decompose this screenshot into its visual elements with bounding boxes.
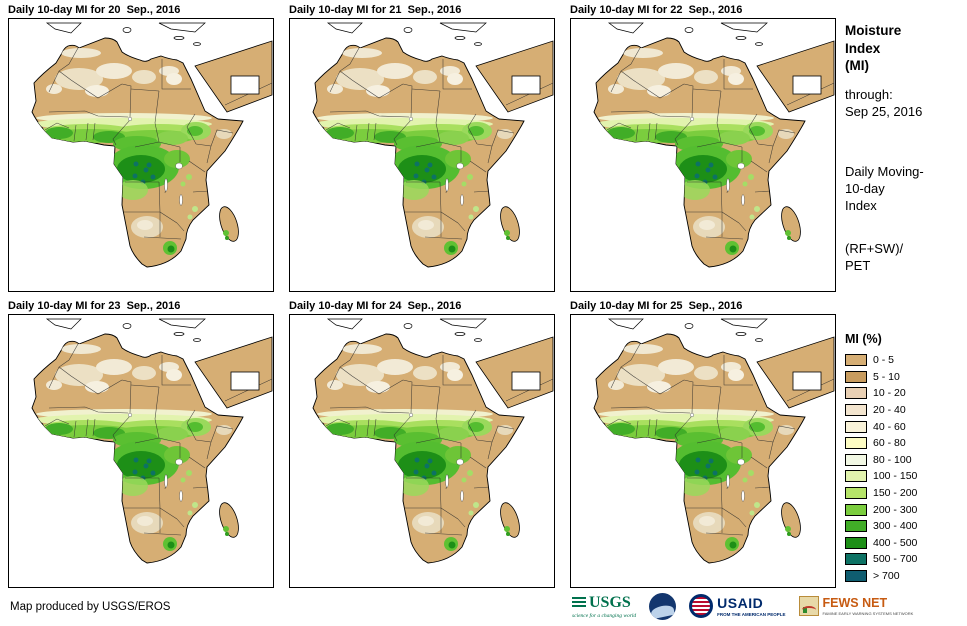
- legend-label: 10 - 20: [873, 387, 906, 400]
- legend-row: 40 - 60: [845, 418, 963, 435]
- usgs-wordmark: USGS: [589, 593, 631, 611]
- legend-label: 400 - 500: [873, 536, 918, 549]
- africa-map: [571, 19, 835, 291]
- map-panel: Daily 10-day MI for 22 Sep., 2016: [570, 4, 851, 300]
- map-panel: Daily 10-day MI for 23 Sep., 2016: [8, 300, 289, 596]
- africa-map-frame: [570, 314, 836, 588]
- sidebar-through: through: Sep 25, 2016: [845, 86, 923, 119]
- africa-map-frame: [570, 18, 836, 292]
- africa-map: [571, 315, 835, 587]
- usgs-bars-icon: [572, 596, 586, 609]
- legend-label: 150 - 200: [873, 487, 918, 500]
- legend-swatch: [845, 536, 867, 549]
- legend: MI (%) 0 - 5 5 - 10 10 - 20 20 - 40 40 -…: [845, 332, 963, 584]
- usaid-logo: USAID FROM THE AMERICAN PEOPLE: [689, 594, 786, 618]
- sidebar-formula: (RF+SW)/ PET: [845, 241, 904, 273]
- fewsnet-wordmark: FEWS NET: [822, 596, 888, 610]
- legend-row: 0 - 5: [845, 352, 963, 369]
- usgs-logo: USGS science for a changing world: [572, 594, 636, 619]
- legend-swatch: [845, 354, 867, 367]
- legend-swatch: [845, 487, 867, 500]
- legend-label: 200 - 300: [873, 503, 918, 516]
- legend-label: 0 - 5: [873, 354, 895, 367]
- sidebar: Moisture Index (MI) through: Sep 25, 201…: [845, 22, 963, 275]
- legend-swatch: [845, 370, 867, 383]
- usgs-tagline: science for a changing world: [572, 612, 637, 619]
- legend-row: 80 - 100: [845, 452, 963, 469]
- sidebar-title: Moisture Index (MI): [845, 23, 902, 74]
- map-panel-title: Daily 10-day MI for 22 Sep., 2016: [570, 4, 743, 16]
- legend-row: 150 - 200: [845, 485, 963, 502]
- legend-swatch: [845, 437, 867, 450]
- fewsnet-logo: FEWS NET FAMINE EARLY WARNING SYSTEMS NE…: [798, 596, 914, 616]
- usaid-seal-icon: [689, 594, 714, 618]
- legend-row: > 700: [845, 568, 963, 585]
- legend-swatch: [845, 387, 867, 400]
- legend-title: MI (%): [845, 332, 882, 346]
- africa-map-frame: [289, 18, 555, 292]
- legend-row: 400 - 500: [845, 535, 963, 552]
- legend-label: 40 - 60: [873, 420, 906, 433]
- legend-row: 500 - 700: [845, 551, 963, 568]
- africa-map: [9, 315, 273, 587]
- legend-swatch: [845, 553, 867, 566]
- africa-map-frame: [8, 18, 274, 292]
- legend-swatch: [845, 570, 867, 583]
- map-panel: Daily 10-day MI for 21 Sep., 2016: [289, 4, 570, 300]
- legend-label: 500 - 700: [873, 553, 918, 566]
- map-panel: Daily 10-day MI for 25 Sep., 2016: [570, 300, 851, 596]
- legend-row: 10 - 20: [845, 385, 963, 402]
- legend-swatch: [845, 420, 867, 433]
- legend-row: 200 - 300: [845, 501, 963, 518]
- maps-grid: Daily 10-day MI for 20 Sep., 2016 Daily …: [8, 4, 851, 596]
- legend-row: 100 - 150: [845, 468, 963, 485]
- fewsnet-tagline: FAMINE EARLY WARNING SYSTEMS NETWORK: [822, 611, 914, 616]
- map-panel-title: Daily 10-day MI for 23 Sep., 2016: [8, 300, 181, 312]
- legend-row: 300 - 400: [845, 518, 963, 535]
- logos-row: USGS science for a changing world USAID …: [572, 589, 913, 623]
- usaid-tagline: FROM THE AMERICAN PEOPLE: [717, 612, 786, 617]
- legend-label: 60 - 80: [873, 437, 906, 450]
- legend-label: 20 - 40: [873, 404, 906, 417]
- legend-row: 5 - 10: [845, 369, 963, 386]
- map-panel: Daily 10-day MI for 20 Sep., 2016: [8, 4, 289, 300]
- map-panel-title: Daily 10-day MI for 20 Sep., 2016: [8, 4, 181, 16]
- legend-label: 300 - 400: [873, 520, 918, 533]
- legend-entries: 0 - 5 5 - 10 10 - 20 20 - 40 40 - 60 60 …: [845, 352, 963, 584]
- legend-label: > 700: [873, 570, 900, 583]
- map-credit: Map produced by USGS/EROS: [10, 601, 171, 613]
- africa-map-frame: [8, 314, 274, 588]
- map-panel-title: Daily 10-day MI for 24 Sep., 2016: [289, 300, 462, 312]
- map-panel: Daily 10-day MI for 24 Sep., 2016: [289, 300, 570, 596]
- legend-label: 80 - 100: [873, 453, 912, 466]
- noaa-logo: [649, 592, 677, 620]
- sidebar-subtitle: Daily Moving- 10-day Index: [845, 164, 924, 214]
- africa-map-frame: [289, 314, 555, 588]
- legend-swatch: [845, 470, 867, 483]
- legend-label: 100 - 150: [873, 470, 918, 483]
- legend-row: 60 - 80: [845, 435, 963, 452]
- noaa-icon: [649, 592, 677, 620]
- africa-map: [9, 19, 273, 291]
- africa-map: [290, 315, 554, 587]
- fewsnet-icon: [798, 596, 819, 616]
- map-panel-title: Daily 10-day MI for 21 Sep., 2016: [289, 4, 462, 16]
- legend-label: 5 - 10: [873, 370, 900, 383]
- legend-swatch: [845, 453, 867, 466]
- africa-map: [290, 19, 554, 291]
- usaid-wordmark: USAID: [717, 595, 764, 611]
- legend-row: 20 - 40: [845, 402, 963, 419]
- legend-swatch: [845, 520, 867, 533]
- legend-swatch: [845, 404, 867, 417]
- map-panel-title: Daily 10-day MI for 25 Sep., 2016: [570, 300, 743, 312]
- legend-swatch: [845, 503, 867, 516]
